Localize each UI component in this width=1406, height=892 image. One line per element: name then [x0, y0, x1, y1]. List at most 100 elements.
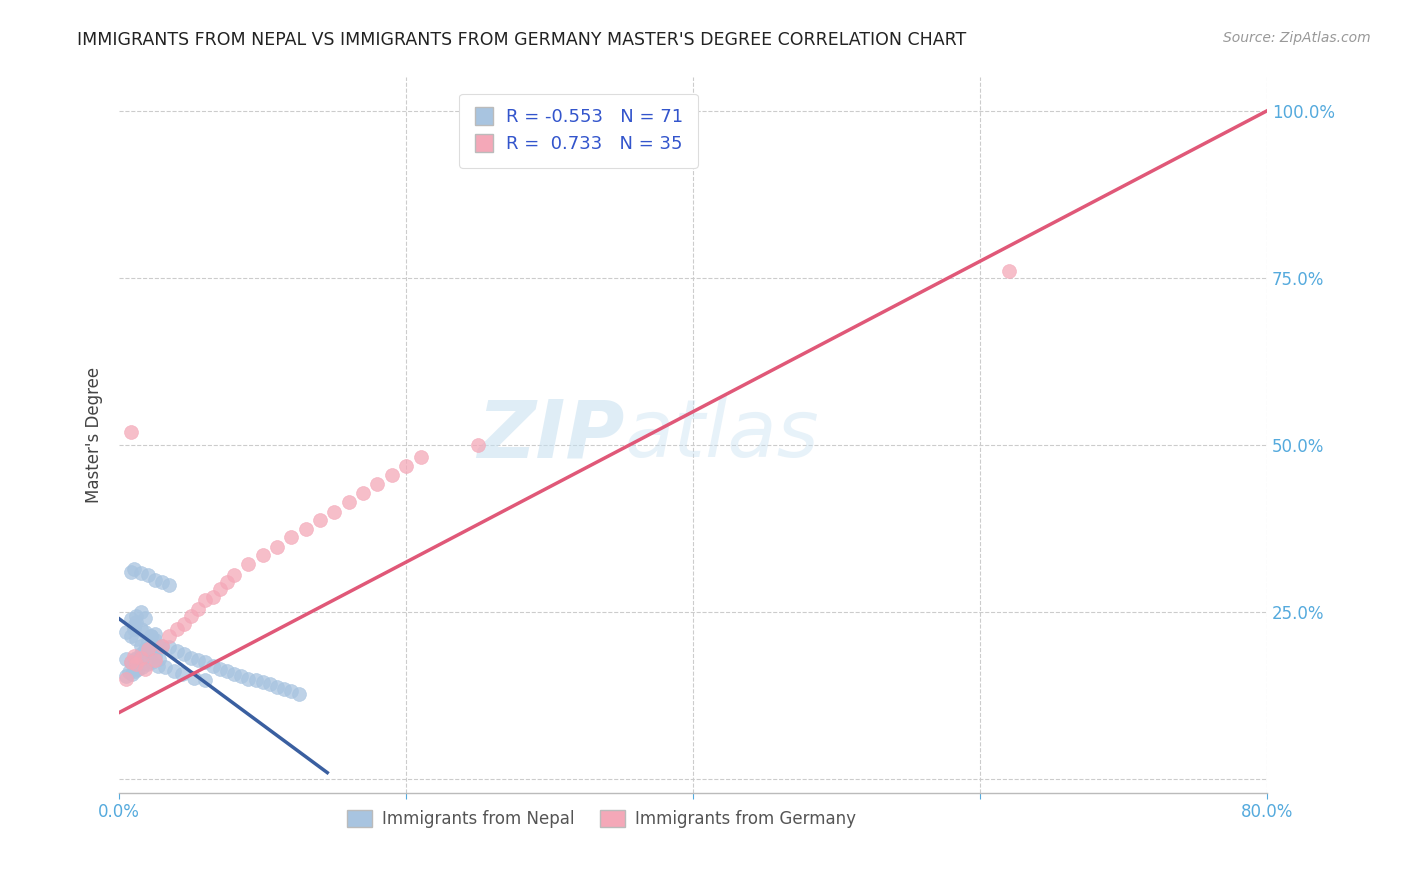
Point: [280, 530, 302, 544]
Point: [134, 625, 156, 640]
Point: [337, 495, 360, 509]
Point: [166, 644, 188, 658]
Point: [122, 648, 145, 663]
Text: IMMIGRANTS FROM NEPAL VS IMMIGRANTS FROM GERMANY MASTER'S DEGREE CORRELATION CHA: IMMIGRANTS FROM NEPAL VS IMMIGRANTS FROM…: [77, 31, 966, 49]
Point: [129, 622, 152, 636]
Point: [118, 665, 141, 680]
Point: [141, 656, 163, 670]
Point: [143, 626, 166, 640]
Point: [120, 629, 142, 643]
Point: [124, 664, 146, 678]
Point: [129, 650, 152, 665]
Point: [134, 662, 156, 676]
Point: [252, 675, 274, 690]
Point: [159, 640, 181, 654]
Point: [120, 656, 142, 670]
Point: [129, 605, 152, 619]
Point: [294, 522, 316, 536]
Point: [148, 652, 170, 666]
Point: [159, 629, 181, 643]
Point: [238, 557, 260, 571]
Point: [143, 573, 166, 587]
Point: [173, 617, 195, 632]
Point: [266, 540, 288, 554]
Point: [208, 582, 231, 596]
Text: ZIP: ZIP: [477, 396, 624, 474]
Point: [136, 635, 159, 649]
Point: [115, 652, 138, 666]
Point: [352, 486, 374, 500]
Point: [208, 662, 231, 676]
Point: [381, 468, 404, 483]
Point: [252, 549, 274, 563]
Point: [131, 660, 153, 674]
Point: [125, 608, 148, 623]
Point: [122, 562, 145, 576]
Point: [309, 513, 332, 527]
Point: [183, 671, 205, 685]
Point: [143, 633, 166, 648]
Point: [120, 656, 142, 670]
Point: [148, 640, 170, 654]
Point: [122, 618, 145, 632]
Point: [135, 657, 157, 672]
Point: [136, 568, 159, 582]
Text: Source: ZipAtlas.com: Source: ZipAtlas.com: [1223, 31, 1371, 45]
Point: [129, 647, 152, 661]
Point: [122, 622, 145, 636]
Point: [222, 568, 245, 582]
Point: [215, 664, 238, 678]
Point: [139, 629, 162, 643]
Point: [120, 425, 142, 439]
Point: [172, 666, 194, 681]
Point: [159, 578, 181, 592]
Point: [201, 591, 224, 605]
Point: [266, 680, 288, 694]
Point: [115, 672, 138, 686]
Point: [245, 673, 267, 688]
Point: [323, 505, 346, 519]
Point: [153, 660, 176, 674]
Point: [125, 650, 148, 665]
Point: [187, 653, 209, 667]
Point: [163, 664, 186, 678]
Point: [173, 647, 195, 661]
Point: [150, 575, 173, 590]
Point: [180, 608, 202, 623]
Point: [127, 662, 149, 676]
Point: [134, 644, 156, 658]
Point: [259, 677, 281, 691]
Point: [194, 656, 217, 670]
Point: [134, 610, 156, 624]
Point: [115, 625, 138, 640]
Point: [125, 657, 148, 672]
Point: [143, 648, 166, 663]
Point: [194, 593, 217, 607]
Point: [187, 602, 209, 616]
Point: [409, 450, 432, 464]
Point: [215, 575, 238, 590]
Point: [997, 264, 1019, 278]
Point: [125, 615, 148, 630]
Point: [125, 632, 148, 646]
Point: [467, 438, 489, 452]
Legend: Immigrants from Nepal, Immigrants from Germany: Immigrants from Nepal, Immigrants from G…: [340, 803, 862, 834]
Point: [136, 642, 159, 657]
Point: [366, 476, 388, 491]
Point: [129, 639, 152, 653]
Point: [150, 639, 173, 653]
Point: [139, 645, 162, 659]
Point: [115, 668, 138, 682]
Point: [231, 668, 253, 682]
Point: [280, 684, 302, 698]
Point: [238, 672, 260, 686]
Point: [194, 673, 217, 688]
Point: [129, 566, 152, 581]
Point: [146, 658, 169, 673]
Point: [136, 642, 159, 657]
Point: [395, 459, 418, 474]
Point: [180, 650, 202, 665]
Point: [222, 666, 245, 681]
Point: [139, 629, 162, 643]
Y-axis label: Master's Degree: Master's Degree: [86, 367, 103, 503]
